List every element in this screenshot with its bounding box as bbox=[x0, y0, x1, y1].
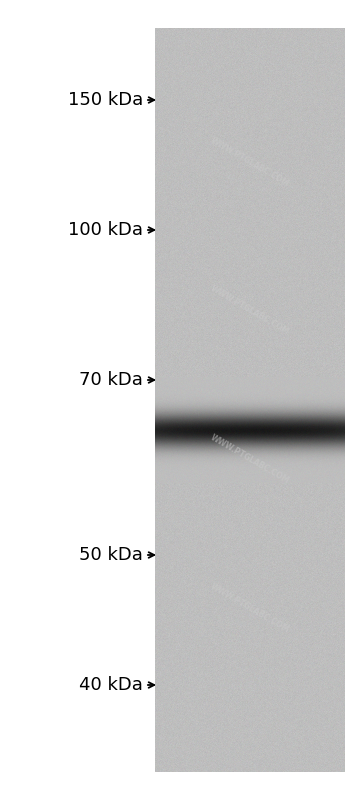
Text: WWW.PTGLABC.COM: WWW.PTGLABC.COM bbox=[209, 284, 291, 337]
Text: 50 kDa: 50 kDa bbox=[79, 546, 143, 564]
Text: WWW.PTGLABC.COM: WWW.PTGLABC.COM bbox=[209, 433, 291, 486]
Text: 150 kDa: 150 kDa bbox=[68, 91, 143, 109]
Text: 70 kDa: 70 kDa bbox=[79, 371, 143, 389]
Text: WWW.PTGLABC.COM: WWW.PTGLABC.COM bbox=[209, 136, 291, 189]
Text: 100 kDa: 100 kDa bbox=[68, 221, 143, 239]
Text: WWW.PTGLABC.COM: WWW.PTGLABC.COM bbox=[209, 582, 291, 634]
Text: 40 kDa: 40 kDa bbox=[79, 676, 143, 694]
